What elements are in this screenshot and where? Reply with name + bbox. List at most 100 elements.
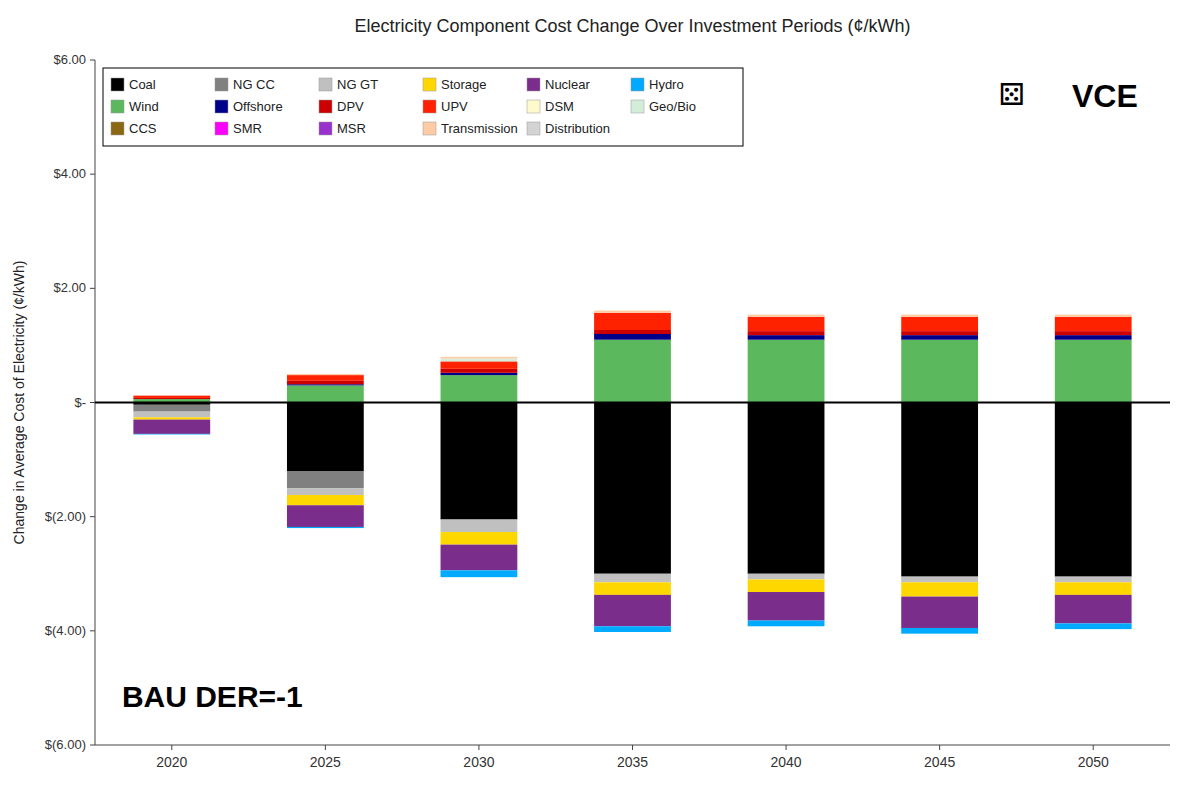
legend-label: Transmission (441, 121, 518, 136)
bar-segment (901, 628, 978, 634)
bar-segment (748, 621, 825, 627)
x-tick-label: 2020 (156, 754, 187, 770)
legend-swatch (423, 100, 436, 113)
bar-segment (1055, 315, 1132, 317)
background (0, 0, 1200, 800)
legend-swatch (111, 100, 124, 113)
bar-segment (441, 359, 518, 362)
bar-segment (133, 395, 210, 396)
bar-segment (287, 375, 364, 381)
legend-swatch (527, 78, 540, 91)
bar-segment (748, 331, 825, 335)
bar-segment (133, 420, 210, 434)
bar-segment (1055, 317, 1132, 331)
y-tick (90, 288, 95, 289)
y-tick-label: $(6.00) (45, 737, 86, 752)
x-axis: 2020202520302035204020452050 (95, 745, 1170, 770)
x-tick-label: 2040 (770, 754, 801, 770)
annotation: BAU DER=-1 (122, 680, 303, 713)
legend-label: Distribution (545, 121, 610, 136)
x-tick (478, 745, 479, 750)
bar-segment (133, 395, 210, 396)
bar-segment (441, 373, 518, 375)
y-tick (90, 60, 95, 61)
bar-segment (594, 330, 671, 334)
bar-segment (287, 375, 364, 376)
bar-segment (441, 403, 518, 520)
bar-segment (594, 311, 671, 313)
bar-segment (287, 495, 364, 505)
annotation: ⚄ (999, 78, 1025, 111)
bar-segment (594, 403, 671, 574)
legend-label: MSR (337, 121, 366, 136)
bar-segment (133, 395, 210, 396)
bar-segment (133, 396, 210, 398)
bar-segment (287, 403, 364, 472)
bar-segment (287, 375, 364, 376)
x-tick (939, 745, 940, 750)
bar-segment (748, 335, 825, 340)
bar-segment (287, 374, 364, 375)
y-tick-label: $- (74, 395, 86, 410)
bar-segment (133, 405, 210, 412)
bar-segment (287, 375, 364, 376)
y-tick-label: $6.00 (53, 52, 86, 67)
bar-segment (748, 574, 825, 580)
bar-segment (133, 398, 210, 399)
y-tick (90, 174, 95, 175)
bar-segment (287, 384, 364, 385)
bar-segment (441, 369, 518, 373)
bar-segment (901, 403, 978, 577)
x-tick (1093, 745, 1094, 750)
legend-frame (103, 68, 743, 146)
legend-label: UPV (441, 99, 468, 114)
legend-label: Geo/Bio (649, 99, 696, 114)
y-tick (90, 630, 95, 631)
bar-segment (133, 412, 210, 418)
bar-segment (441, 357, 518, 359)
bar-segment (287, 505, 364, 527)
annotation: VCE (1072, 78, 1138, 114)
bar-segment (441, 520, 518, 533)
bar-segment (748, 314, 825, 315)
legend-label: SMR (233, 121, 262, 136)
x-tick-label: 2045 (924, 754, 955, 770)
bar-segment (133, 395, 210, 396)
legend-swatch (215, 122, 228, 135)
bar-segment (594, 626, 671, 632)
bars (133, 311, 1131, 634)
x-tick-label: 2030 (463, 754, 494, 770)
bar-segment (748, 579, 825, 592)
y-tick-label: $4.00 (53, 166, 86, 181)
bar-segment (594, 310, 671, 311)
x-tick (325, 745, 326, 750)
y-tick (90, 402, 95, 403)
bar-segment (1055, 331, 1132, 335)
bar-segment (441, 570, 518, 577)
legend-swatch (319, 122, 332, 135)
legend-swatch (527, 100, 540, 113)
bar-segment (441, 356, 518, 357)
legend-label: Hydro (649, 77, 684, 92)
legend-swatch (319, 100, 332, 113)
bar-segment (287, 375, 364, 376)
bar-segment (441, 375, 518, 402)
bar-segment (133, 433, 210, 435)
bar-segment (901, 577, 978, 583)
legend-swatch (111, 78, 124, 91)
y-tick-label: $(4.00) (45, 623, 86, 638)
legend-label: CCS (129, 121, 157, 136)
legend-swatch (423, 122, 436, 135)
bar-segment (441, 361, 518, 368)
legend-swatch (423, 78, 436, 91)
bar-segment (441, 545, 518, 571)
bar-segment (594, 313, 671, 330)
legend-label: DPV (337, 99, 364, 114)
y-axis: $(6.00)$(4.00)$(2.00)$-$2.00$4.00$6.00 (45, 52, 95, 752)
y-tick-label: $2.00 (53, 280, 86, 295)
bar-segment (287, 381, 364, 384)
bar-segment (901, 335, 978, 340)
bar-segment (1055, 582, 1132, 595)
legend-swatch (319, 78, 332, 91)
x-tick-label: 2050 (1078, 754, 1109, 770)
